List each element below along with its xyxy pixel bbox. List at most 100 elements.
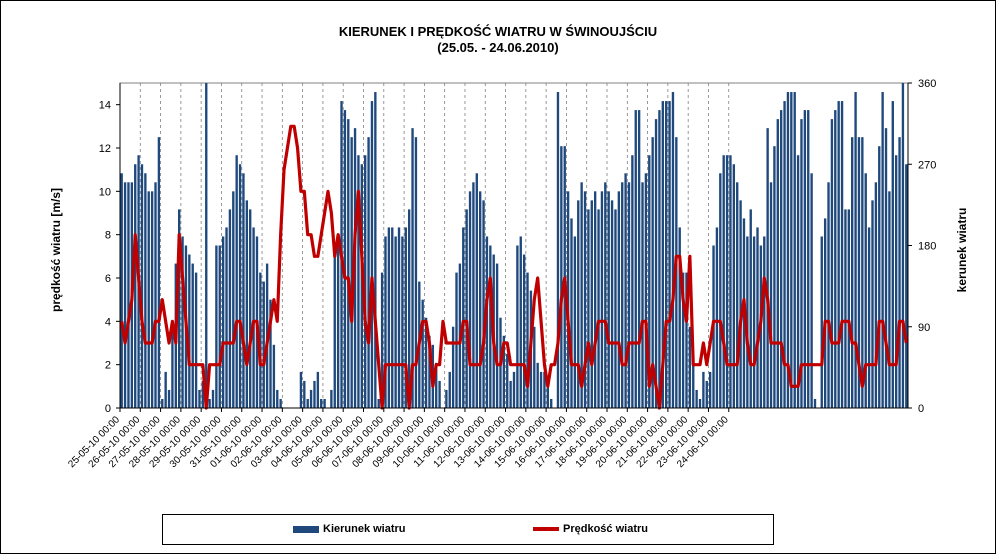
direction-bar [692,362,695,408]
direction-bar [773,146,776,408]
direction-bar [607,191,610,408]
direction-bar [637,110,641,408]
direction-bar [580,182,583,408]
direction-bar [665,101,668,408]
direction-bar [800,119,803,409]
y-tick-label-right: 0 [918,403,924,415]
direction-bar [648,155,651,408]
direction-bar [719,173,722,408]
direction-bar [597,209,600,408]
direction-bar [736,182,739,408]
legend-bar-swatch [293,525,319,533]
direction-bar [786,92,790,408]
direction-bar [411,128,414,408]
direction-bar [306,398,309,408]
direction-bar [397,227,401,408]
direction-bar [191,263,194,408]
direction-bar [587,209,590,408]
direction-bar [688,326,692,408]
direction-bar [847,209,850,408]
direction-bar [627,182,631,408]
direction-bar [350,137,353,409]
direction-bar [671,92,675,408]
direction-bar [394,236,397,408]
direction-bar [377,398,380,408]
direction-bar [238,164,242,408]
direction-bar [232,191,235,408]
direction-bar [600,191,604,408]
direction-bar [370,101,374,408]
direction-bar [364,155,367,408]
direction-bar [878,146,881,408]
direction-bar [861,137,864,409]
direction-bar [577,200,580,408]
direction-bar [763,236,766,408]
direction-bar [252,227,255,408]
direction-bar [309,389,313,408]
direction-bar [769,182,773,408]
direction-bar [242,173,245,408]
direction-bar [414,137,418,409]
direction-bar [495,263,499,408]
direction-bar [221,236,225,408]
direction-bar [746,236,749,408]
direction-bar [550,398,553,408]
y-tick-label-left: 6 [105,273,111,285]
direction-bar [570,218,573,408]
direction-bar [343,110,347,408]
direction-bar [147,191,150,408]
direction-bar [228,209,232,408]
y-tick-label-right: 90 [918,322,930,334]
direction-bar [790,92,793,408]
direction-bar [793,92,796,408]
direction-bar [120,173,123,408]
direction-bar [546,380,550,408]
y-tick-label-right: 270 [918,159,936,171]
direction-bar [178,209,181,408]
direction-bar [867,227,871,408]
legend-item-bars: Kierunek wiatru [293,523,406,535]
legend-line-swatch [533,527,559,532]
direction-bar [857,137,861,409]
direction-bar [593,191,597,408]
direction-bar [323,398,326,408]
direction-bar [316,371,320,408]
direction-bar [583,191,587,408]
legend-bar-label: Kierunek wiatru [323,523,406,535]
direction-bar [898,137,901,409]
direction-bar [837,101,840,408]
direction-bar [225,227,228,408]
direction-bar [573,236,577,408]
direction-bar [320,398,323,408]
direction-bar [245,200,249,408]
direction-bar [140,164,144,408]
direction-bar [201,380,205,408]
direction-bar [357,155,360,408]
direction-bar [424,317,428,408]
direction-bar [208,398,211,408]
direction-bar [752,236,756,408]
direction-bar [715,227,719,408]
direction-bar [749,209,752,408]
chart-title: KIERUNEK I PRĘDKOŚĆ WIATRU W ŚWINOUJŚCIU… [0,24,996,56]
direction-bar [205,83,208,408]
direction-bar [211,389,215,408]
direction-bar [407,209,411,408]
direction-bar [502,335,506,408]
y-tick-label-left: 0 [105,403,111,415]
direction-bar [150,191,154,408]
direction-bar [522,254,526,408]
direction-bar [479,191,482,408]
speed-line [120,124,908,410]
direction-bar [820,236,823,408]
direction-bar [888,191,891,408]
direction-bar [881,92,884,408]
direction-bar [644,173,648,408]
direction-bar [387,227,391,408]
direction-bar [374,92,377,408]
direction-bar [455,272,458,408]
direction-bar [698,398,702,408]
direction-bar [249,209,252,408]
direction-bar [269,299,272,408]
